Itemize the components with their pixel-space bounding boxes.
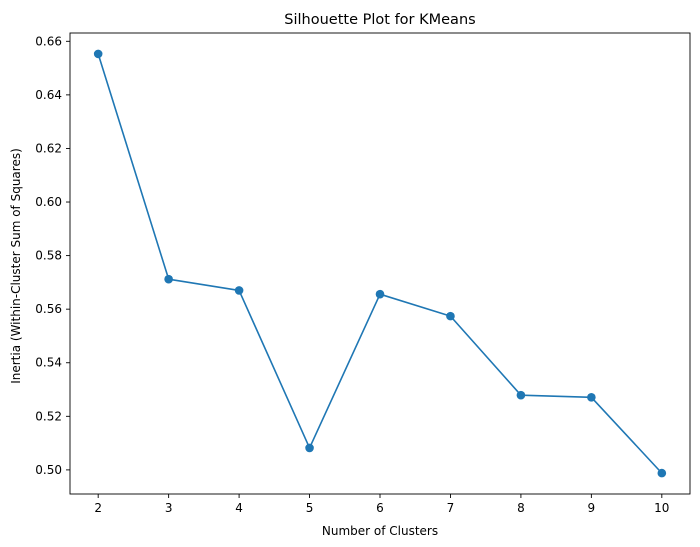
x-tick-label-9: 9 [588, 501, 596, 515]
data-point-10 [657, 468, 667, 478]
y-tick-label-0: 0.50 [35, 463, 62, 477]
chart-title: Silhouette Plot for KMeans [284, 12, 475, 28]
data-point-6 [375, 289, 385, 299]
x-tick-label-4: 4 [235, 501, 243, 515]
y-tick-label-1: 0.52 [35, 409, 62, 423]
x-axis-label: Number of Clusters [322, 524, 438, 538]
plot-area: 2 3 4 5 6 7 8 9 10 0.50 0.52 0.54 0.56 0.58 0.60 0.62 0.… [35, 32, 691, 515]
data-point-9 [587, 392, 596, 402]
data-point-3 [164, 274, 173, 284]
data-point-5 [305, 443, 314, 453]
y-tick-label-8: 0.66 [35, 34, 62, 48]
x-tick-label-2: 2 [94, 501, 102, 515]
y-tick-label-6: 0.62 [35, 141, 62, 155]
y-tick-label-5: 0.60 [35, 195, 62, 209]
y-tick-label-2: 0.54 [35, 356, 62, 370]
y-axis-label: Inertia (Within-Cluster Sum of Squares) [9, 148, 23, 384]
x-tick-label-6: 6 [376, 501, 384, 515]
x-tick-label-5: 5 [306, 501, 314, 515]
x-tick-label-8: 8 [517, 501, 525, 515]
y-tick-label-4: 0.58 [35, 249, 62, 263]
data-point-8 [516, 390, 526, 400]
x-tick-label-10: 10 [654, 501, 669, 515]
data-point-7 [446, 311, 455, 321]
y-tick-label-3: 0.56 [35, 302, 62, 316]
data-point-4 [234, 286, 244, 295]
x-tick-label-3: 3 [165, 501, 173, 515]
x-tick-label-7: 7 [447, 501, 455, 515]
data-point-2 [93, 49, 103, 59]
y-tick-label-7: 0.64 [35, 88, 62, 102]
